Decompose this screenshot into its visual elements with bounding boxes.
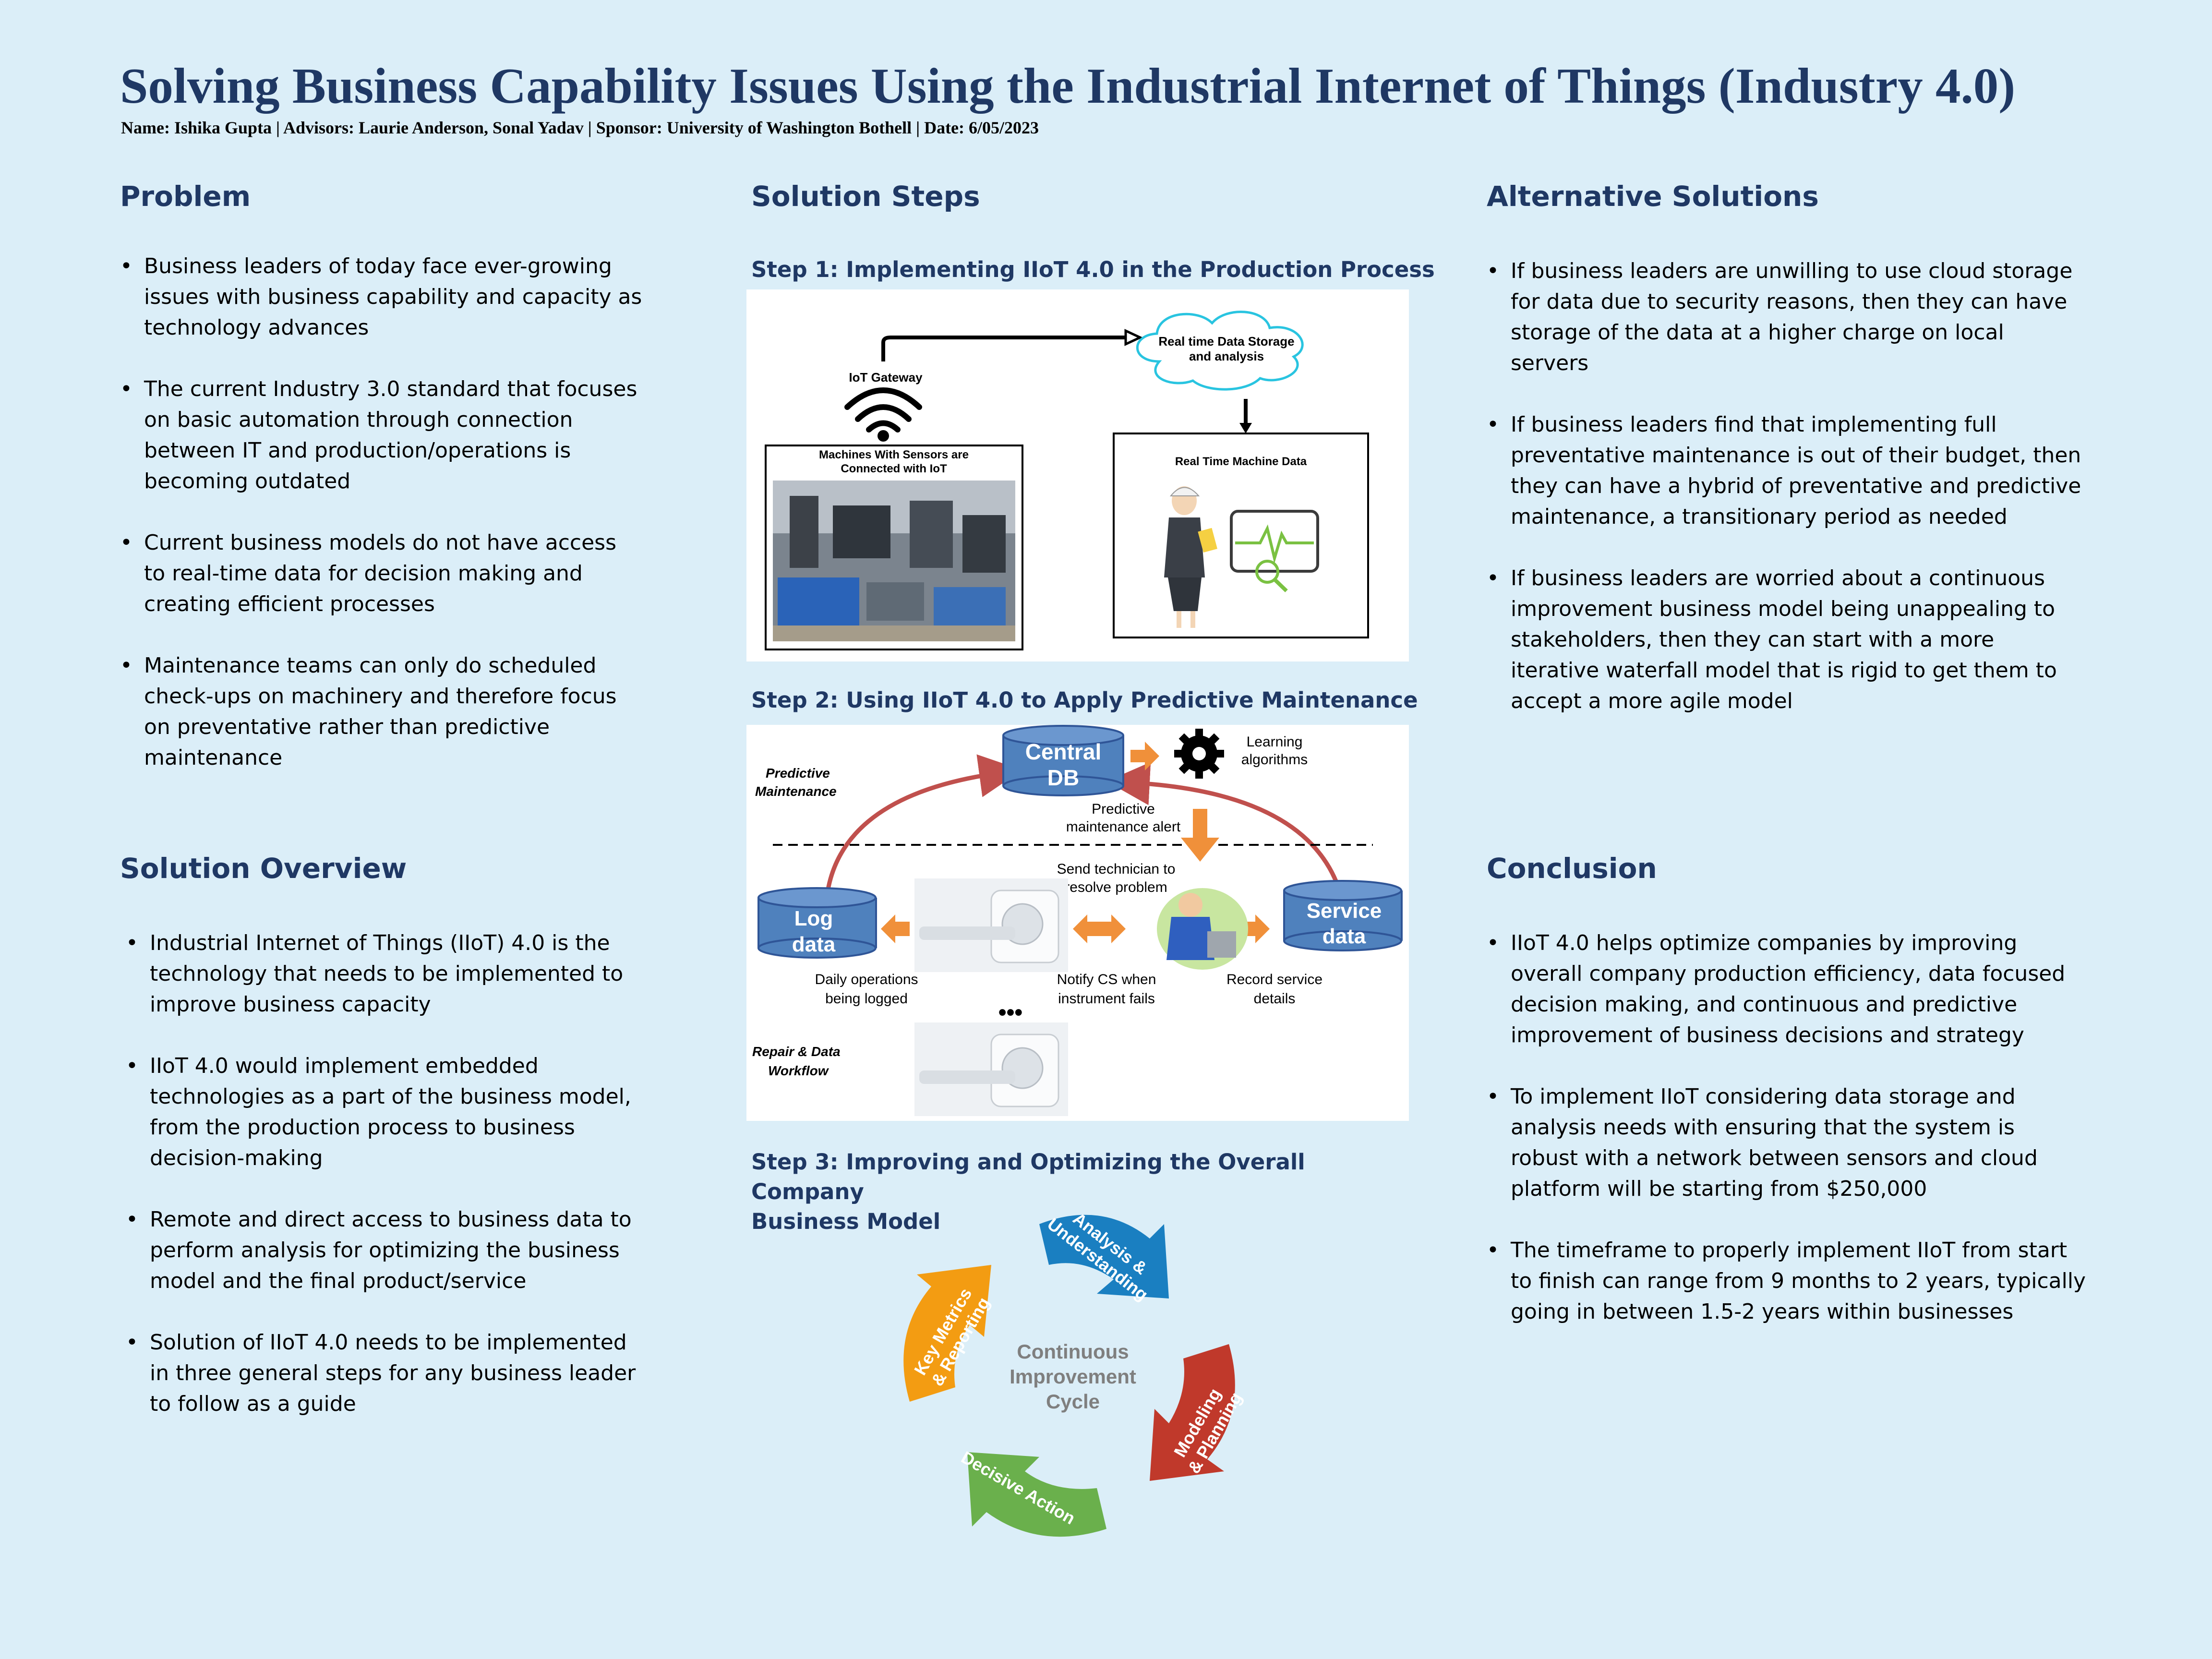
gateway-to-cloud-arrow: [881, 336, 1126, 361]
service-data-icon: [1283, 880, 1403, 951]
list-item: Current business models do not have acce…: [120, 528, 643, 620]
orange-arrow-right-2: [1241, 914, 1270, 943]
predictive-maintenance-label-1: Predictive: [766, 766, 830, 781]
cycle-segment-modeling: [1150, 1344, 1235, 1481]
step3-title: Step 3: Improving and Optimizing the Ove…: [751, 1147, 1423, 1237]
step2-title: Step 2: Using IIoT 4.0 to Apply Predicti…: [751, 687, 1418, 713]
orange-arrow-left: [881, 914, 910, 943]
problem-list: Business leaders of today face ever-grow…: [120, 251, 643, 804]
orange-arrow-double: [1073, 914, 1126, 943]
learning-algorithms-label-2: algorithms: [1241, 752, 1308, 768]
list-item: The timeframe to properly implement IIoT…: [1487, 1235, 2087, 1327]
orange-arrow-down: [1181, 809, 1219, 862]
solution-overview-heading: Solution Overview: [120, 852, 407, 885]
gateway-label: IoT Gateway: [849, 370, 923, 385]
log-data-label-1: Log: [794, 907, 833, 930]
solution-steps-heading: Solution Steps: [751, 180, 980, 213]
machines-label-2: Connected with IoT: [841, 462, 947, 475]
list-item: Remote and direct access to business dat…: [126, 1204, 644, 1297]
technician-image: [1157, 888, 1248, 970]
arrow-head: [1124, 329, 1143, 346]
cloud-label-1: Real time Data Storage: [1158, 334, 1294, 349]
cloud-icon: [1136, 311, 1304, 391]
conclusion-list: IIoT 4.0 helps optimize companies by imp…: [1487, 928, 2087, 1358]
central-db-icon: [1002, 725, 1124, 796]
log-data-label-2: data: [792, 933, 836, 956]
list-item: The current Industry 3.0 standard that f…: [120, 374, 643, 497]
cycle-center-label-2: Improvement: [1010, 1365, 1136, 1388]
repair-workflow-label-2: Workflow: [768, 1063, 830, 1078]
notify-cs-label-1: Notify CS when: [1057, 972, 1156, 987]
poster-title: Solving Business Capability Issues Using…: [120, 58, 2016, 114]
service-data-label-2: data: [1322, 925, 1366, 948]
central-db-label-2: DB: [1047, 765, 1079, 790]
cycle-segment-decisive: [967, 1452, 1106, 1537]
list-item: To implement IIoT considering data stora…: [1487, 1082, 2087, 1204]
realtime-data-label: Real Time Machine Data: [1175, 455, 1307, 468]
list-item: Industrial Internet of Things (IIoT) 4.0…: [126, 928, 644, 1020]
list-item: If business leaders find that implementi…: [1487, 409, 2087, 532]
list-item: If business leaders are unwilling to use…: [1487, 256, 2087, 379]
wifi-icon: [844, 387, 922, 433]
list-item: Solution of IIoT 4.0 needs to be impleme…: [126, 1327, 644, 1419]
cycle-center-label-1: Continuous: [1017, 1340, 1129, 1363]
arc-service-to-central: [1106, 762, 1344, 899]
predictive-alert-label-1: Predictive: [1092, 801, 1155, 817]
central-db-label-1: Central: [1025, 739, 1101, 764]
send-technician-label-2: resolve problem: [1065, 879, 1167, 895]
list-item: IIoT 4.0 would implement embedded techno…: [126, 1051, 644, 1174]
solution-overview-list: Industrial Internet of Things (IIoT) 4.0…: [126, 928, 644, 1450]
list-item: Maintenance teams can only do scheduled …: [120, 650, 643, 773]
ct-scanner-image-2: [914, 1022, 1068, 1116]
orange-arrow-right: [1130, 742, 1159, 770]
daily-operations-label-1: Daily operations: [815, 972, 918, 987]
service-data-label-1: Service: [1307, 899, 1382, 923]
record-service-label-2: details: [1254, 991, 1296, 1007]
ellipsis-label: •••: [998, 1000, 1022, 1025]
conclusion-heading: Conclusion: [1487, 852, 1657, 885]
list-item: Business leaders of today face ever-grow…: [120, 251, 643, 343]
problem-heading: Problem: [120, 180, 251, 213]
arc-log-to-central: [823, 754, 1022, 920]
learning-algorithms-label-1: Learning: [1247, 734, 1303, 750]
step3-title-line-1: Step 3: Improving and Optimizing the Ove…: [751, 1149, 1305, 1204]
poster-byline: Name: Ishika Gupta | Advisors: Laurie An…: [121, 118, 1039, 137]
step2-diagram: Predictive Maintenance Central DB Learni…: [746, 725, 1409, 1121]
step1-title: Step 1: Implementing IIoT 4.0 in the Pro…: [751, 257, 1435, 282]
machines-label-1: Machines With Sensors are: [819, 448, 969, 461]
continuous-improvement-cycle: Continuous Improvement Cycle Analysis & …: [881, 1186, 1265, 1565]
cloud-label-2: and analysis: [1189, 349, 1264, 363]
cycle-segment-analysis: [1039, 1214, 1169, 1298]
factory-photo: [773, 481, 1015, 641]
alternative-solutions-list: If business leaders are unwilling to use…: [1487, 256, 2087, 747]
cycle-center-label-3: Cycle: [1046, 1390, 1100, 1413]
log-data-icon: [757, 887, 877, 959]
engineer-woman-icon: [1164, 486, 1217, 628]
daily-operations-label-2: being logged: [825, 991, 908, 1007]
notify-cs-label-2: instrument fails: [1058, 991, 1155, 1007]
monitor-analysis-icon: [1230, 510, 1319, 592]
record-service-label-1: Record service: [1226, 972, 1322, 987]
predictive-maintenance-label-2: Maintenance: [755, 784, 837, 799]
realtime-data-box: [1113, 433, 1369, 638]
repair-workflow-label-1: Repair & Data: [752, 1044, 841, 1059]
gear-icon: [1174, 729, 1224, 779]
cycle-segment-key-metrics: [903, 1265, 991, 1402]
step3-title-line-2: Business Model: [751, 1209, 941, 1234]
step1-diagram: Real time Data Storage and analysis IoT …: [746, 289, 1409, 661]
list-item: IIoT 4.0 helps optimize companies by imp…: [1487, 928, 2087, 1051]
predictive-alert-label-2: maintenance alert: [1066, 819, 1181, 835]
send-technician-label-1: Send technician to: [1057, 861, 1176, 877]
ct-scanner-image: [914, 878, 1068, 972]
list-item: If business leaders are worried about a …: [1487, 563, 2087, 717]
alternative-solutions-heading: Alternative Solutions: [1487, 180, 1819, 213]
